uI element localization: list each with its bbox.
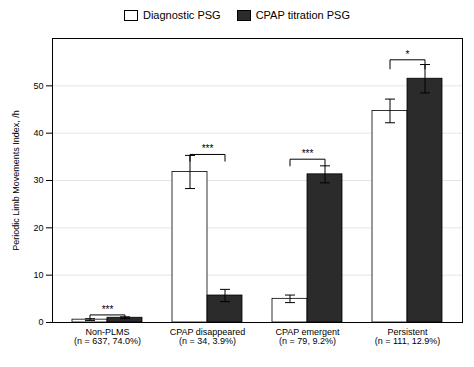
svg-text:*: * — [406, 49, 410, 60]
html-text:CPAP titration PSG: CPAP titration PSG — [255, 9, 350, 21]
svg-text:CPAP emergent(n = 79, 9.2%): CPAP emergent(n = 79, 9.2%) — [275, 327, 340, 346]
html-text:Diagnostic PSG: Diagnostic PSG — [143, 9, 221, 21]
svg-text:40: 40 — [33, 128, 43, 138]
svg-text:CPAP disappeared(n = 34, 3.9%): CPAP disappeared(n = 34, 3.9%) — [170, 327, 246, 346]
svg-text:30: 30 — [33, 175, 43, 185]
svg-text:***: *** — [302, 148, 314, 159]
svg-text:Persistent(n = 111, 12.9%): Persistent(n = 111, 12.9%) — [375, 327, 440, 346]
svg-text:0: 0 — [38, 317, 43, 327]
svg-text:50: 50 — [33, 81, 43, 91]
svg-text:10: 10 — [33, 270, 43, 280]
svg-text:20: 20 — [33, 223, 43, 233]
svg-text:***: *** — [202, 143, 214, 154]
svg-text:***: *** — [102, 304, 114, 315]
svg-text:Non-PLMS(n = 637, 74.0%): Non-PLMS(n = 637, 74.0%) — [74, 327, 141, 346]
svg-text:Periodic Limb Movements Index,: Periodic Limb Movements Index, /h — [11, 110, 21, 251]
